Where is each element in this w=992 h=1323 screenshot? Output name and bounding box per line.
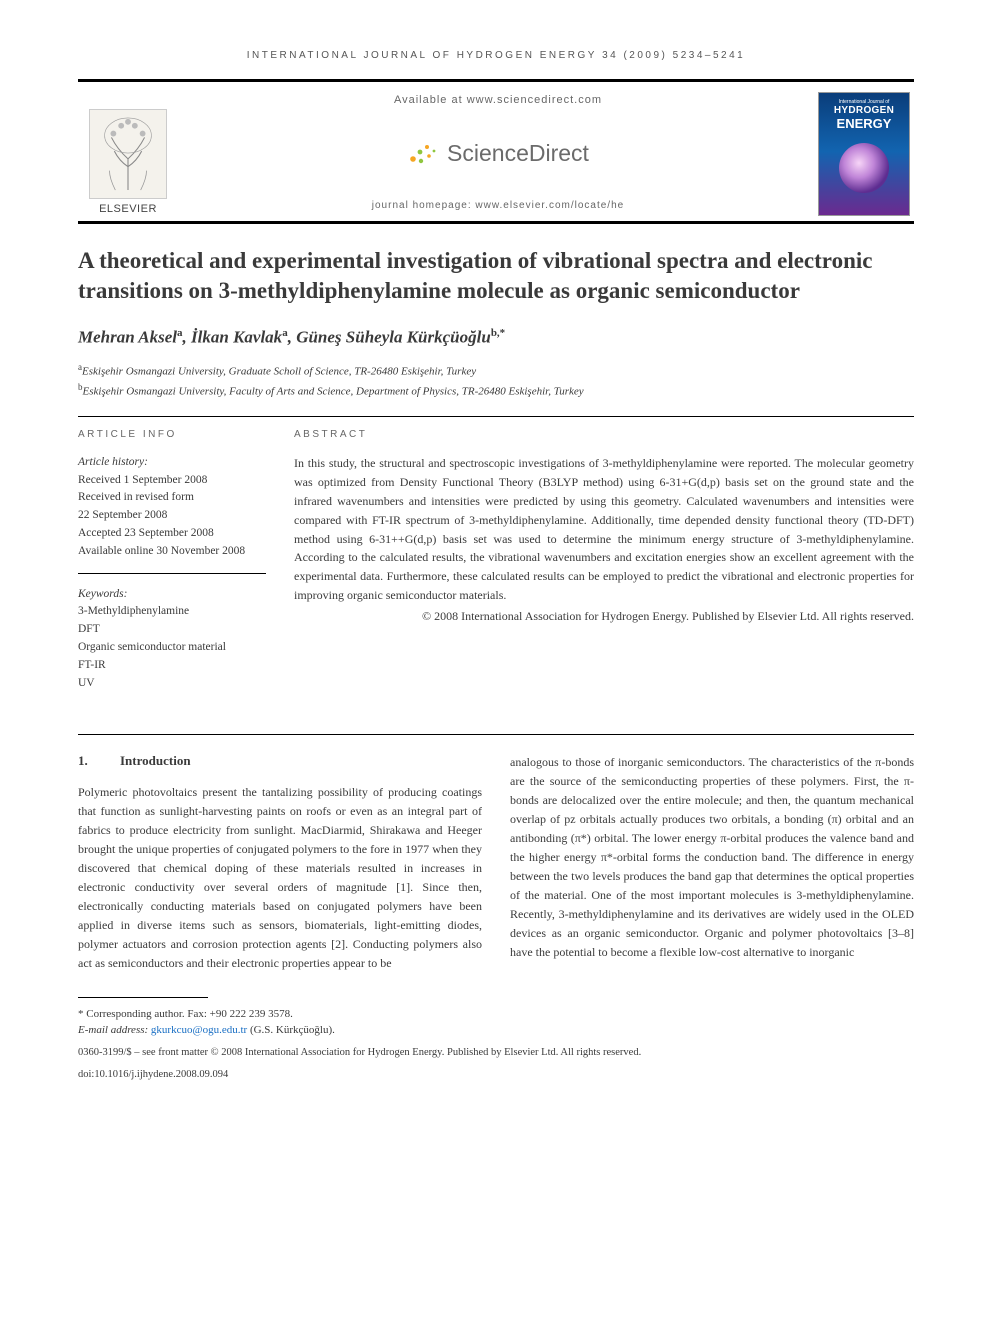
- section-number: 1.: [78, 753, 120, 769]
- affiliation-line: aEskişehir Osmangazi University, Graduat…: [78, 361, 914, 380]
- abstract-text: In this study, the structural and spectr…: [294, 454, 914, 606]
- cover-swirl-icon: [839, 143, 889, 193]
- section-title: Introduction: [120, 753, 191, 768]
- affiliations: aEskişehir Osmangazi University, Graduat…: [78, 361, 914, 399]
- history-line: Accepted 23 September 2008: [78, 525, 266, 543]
- sd-dots-icon: [407, 139, 441, 167]
- cover-hydrogen: HYDROGEN: [819, 105, 909, 116]
- journal-cover: International Journal of HYDROGEN ENERGY: [818, 92, 910, 216]
- keyword-line: 3-Methyldiphenylamine: [78, 603, 266, 621]
- running-head: INTERNATIONAL JOURNAL OF HYDROGEN ENERGY…: [78, 50, 914, 61]
- history-line: Available online 30 November 2008: [78, 543, 266, 561]
- journal-homepage: journal homepage: www.elsevier.com/locat…: [372, 200, 624, 211]
- body-two-column: 1.Introduction Polymeric photovoltaics p…: [78, 753, 914, 973]
- cover-energy: ENERGY: [819, 116, 909, 131]
- divider: [78, 416, 914, 417]
- history-line: 22 September 2008: [78, 507, 266, 525]
- intro-paragraph-1: Polymeric photovoltaics present the tant…: [78, 783, 482, 973]
- cover-small-text: International Journal of: [819, 93, 909, 105]
- article-title: A theoretical and experimental investiga…: [78, 246, 914, 307]
- intro-heading: 1.Introduction: [78, 753, 482, 769]
- author-list: Mehran Aksela, İlkan Kavlaka, Güneş Sühe…: [78, 327, 914, 348]
- ref-link-3[interactable]: [3–8]: [888, 926, 914, 940]
- journal-header: ELSEVIER Available at www.sciencedirect.…: [78, 79, 914, 224]
- body-col-right: analogous to those of inorganic semicond…: [510, 753, 914, 973]
- footnote-separator: [78, 997, 208, 998]
- front-matter-line: 0360-3199/$ – see front matter © 2008 In…: [78, 1045, 914, 1061]
- ref-link-2[interactable]: [2]: [331, 937, 345, 951]
- article-info-label: ARTICLE INFO: [78, 429, 266, 440]
- keyword-line: DFT: [78, 621, 266, 639]
- keyword-line: UV: [78, 675, 266, 693]
- history-line: Received in revised form: [78, 489, 266, 507]
- ref-link-1[interactable]: [1]: [396, 880, 410, 894]
- corresponding-author: * Corresponding author. Fax: +90 222 239…: [78, 1006, 914, 1023]
- header-center: Available at www.sciencedirect.com Scien…: [178, 82, 818, 221]
- doi-line: doi:10.1016/j.ijhydene.2008.09.094: [78, 1067, 914, 1083]
- intro-paragraph-2: analogous to those of inorganic semicond…: [510, 753, 914, 961]
- body-col-left: 1.Introduction Polymeric photovoltaics p…: [78, 753, 482, 973]
- keyword-line: FT-IR: [78, 657, 266, 675]
- sd-brand-text: ScienceDirect: [447, 140, 589, 167]
- body-divider: [78, 734, 914, 735]
- keyword-line: Organic semiconductor material: [78, 639, 266, 657]
- article-info-column: ARTICLE INFO Article history: Received 1…: [78, 429, 266, 693]
- abstract-label: ABSTRACT: [294, 429, 914, 440]
- history-line: Received 1 September 2008: [78, 472, 266, 490]
- email-link[interactable]: gkurkcuo@ogu.edu.tr: [151, 1024, 247, 1036]
- keywords-title: Keywords:: [78, 586, 266, 604]
- history-title: Article history:: [78, 454, 266, 472]
- elsevier-tree-icon: [89, 109, 167, 199]
- sciencedirect-logo: ScienceDirect: [407, 139, 589, 167]
- email-line: E-mail address: gkurkcuo@ogu.edu.tr (G.S…: [78, 1022, 914, 1039]
- available-at-text: Available at www.sciencedirect.com: [394, 94, 602, 106]
- abstract-column: ABSTRACT In this study, the structural a…: [294, 429, 914, 693]
- info-divider: [78, 573, 266, 574]
- abstract-copyright: © 2008 International Association for Hyd…: [294, 607, 914, 626]
- affiliation-line: bEskişehir Osmangazi University, Faculty…: [78, 381, 914, 400]
- elsevier-logo: ELSEVIER: [78, 82, 178, 221]
- elsevier-name: ELSEVIER: [99, 203, 157, 215]
